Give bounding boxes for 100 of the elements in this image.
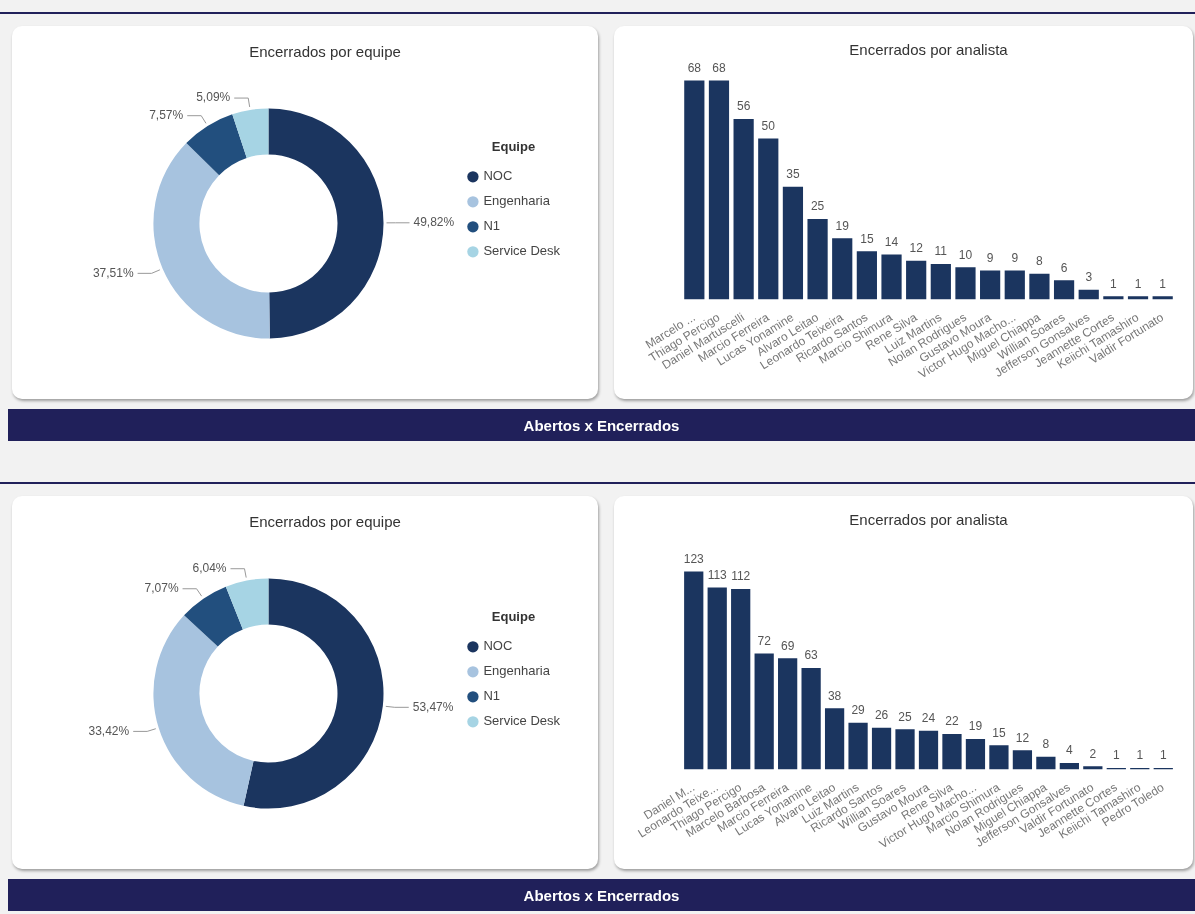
legend-label: Service Desk — [483, 713, 561, 729]
data-label: 68 — [687, 60, 702, 75]
bar — [1127, 296, 1149, 300]
data-label: 6 — [1060, 260, 1068, 275]
data-label: 14 — [884, 234, 899, 249]
data-label: 53,47% — [412, 699, 454, 714]
bar — [871, 727, 892, 770]
bar — [778, 658, 798, 770]
data-label: 8 — [1042, 736, 1050, 751]
data-label: 9 — [1011, 250, 1019, 265]
data-label: 1 — [1159, 276, 1167, 291]
data-label: 112 — [731, 569, 751, 584]
data-label: 6,04% — [192, 561, 227, 576]
bar — [1152, 296, 1173, 300]
chart-title: Encerrados por equipe — [249, 513, 401, 531]
data-label: 8 — [1036, 254, 1044, 269]
legend-label: NOC — [483, 168, 513, 184]
data-label: 7,07% — [144, 581, 179, 596]
bar — [754, 653, 774, 770]
bar — [1029, 273, 1050, 300]
bar — [758, 138, 779, 300]
data-label: 2 — [1089, 746, 1097, 761]
legend-title: Equipe — [491, 608, 536, 624]
bar — [930, 264, 951, 300]
bar — [955, 267, 976, 300]
legend-label: N1 — [483, 688, 501, 704]
data-label: 24 — [921, 711, 936, 726]
data-label: 29 — [851, 703, 866, 718]
data-label: 49,82% — [413, 215, 455, 230]
data-label: 19 — [968, 719, 983, 734]
bar — [782, 186, 804, 300]
data-label: 56 — [736, 99, 751, 114]
data-label: 38 — [827, 688, 842, 703]
bar — [1078, 289, 1099, 300]
bar — [1103, 296, 1124, 300]
bar — [918, 730, 939, 770]
bar — [1012, 750, 1033, 770]
data-label: 3 — [1085, 270, 1093, 285]
bar — [733, 119, 754, 300]
data-label: 12 — [909, 241, 924, 256]
chart-title: Encerrados por analista — [849, 41, 1009, 59]
data-label: 1 — [1112, 748, 1120, 763]
chart-title: Encerrados por analista — [849, 511, 1009, 529]
data-label: 68 — [712, 60, 726, 75]
bar — [989, 745, 1009, 770]
text: Abertos x Encerrados — [523, 886, 680, 904]
bar — [895, 729, 915, 770]
bar — [942, 734, 962, 770]
bar — [1053, 280, 1075, 300]
data-label: 15 — [992, 725, 1006, 740]
data-label: 15 — [860, 231, 874, 246]
text: Abertos x Encerrados — [523, 416, 680, 434]
data-label: 10 — [958, 247, 973, 262]
data-label: 1 — [1136, 748, 1144, 763]
bar — [848, 722, 868, 770]
bar — [965, 738, 986, 770]
data-label: 12 — [1015, 730, 1030, 745]
legend-title: Equipe — [491, 138, 536, 154]
data-label: 33,42% — [88, 723, 130, 738]
legend-label: Engenharia — [483, 663, 551, 679]
data-label: 72 — [757, 633, 772, 648]
bar — [980, 270, 1001, 300]
bar — [881, 254, 902, 300]
bar — [731, 589, 751, 770]
data-label: 1 — [1110, 276, 1118, 291]
bar — [1036, 756, 1056, 770]
legend-label: Service Desk — [483, 243, 561, 259]
bar — [1004, 270, 1025, 300]
data-label: 7,57% — [149, 108, 184, 123]
bar — [856, 251, 877, 300]
bar — [684, 571, 704, 770]
data-label: 11 — [934, 244, 948, 259]
bar — [707, 587, 727, 770]
data-label: 113 — [707, 567, 728, 582]
bar — [906, 260, 927, 300]
bar — [684, 80, 705, 300]
legend-label: NOC — [483, 638, 513, 654]
data-label: 19 — [835, 218, 850, 233]
data-label: 37,51% — [92, 265, 134, 280]
data-label: 9 — [986, 250, 994, 265]
bar — [807, 218, 828, 300]
bar — [1059, 763, 1079, 770]
data-label: 1 — [1134, 276, 1142, 291]
legend-label: Engenharia — [483, 193, 551, 209]
data-label: 25 — [898, 709, 913, 724]
bar — [832, 238, 853, 300]
data-label: 4 — [1066, 743, 1074, 758]
data-label: 69 — [780, 638, 795, 653]
data-label: 25 — [810, 199, 825, 214]
data-label: 22 — [945, 714, 959, 729]
data-label: 50 — [761, 118, 776, 133]
bar — [801, 668, 821, 770]
chart-title: Encerrados por equipe — [249, 43, 401, 61]
data-label: 35 — [786, 167, 800, 182]
data-label: 1 — [1159, 748, 1167, 763]
data-label: 26 — [874, 707, 889, 722]
data-label: 5,09% — [196, 90, 231, 105]
bar — [824, 708, 845, 770]
bar — [1083, 766, 1103, 770]
data-label: 123 — [683, 551, 705, 566]
